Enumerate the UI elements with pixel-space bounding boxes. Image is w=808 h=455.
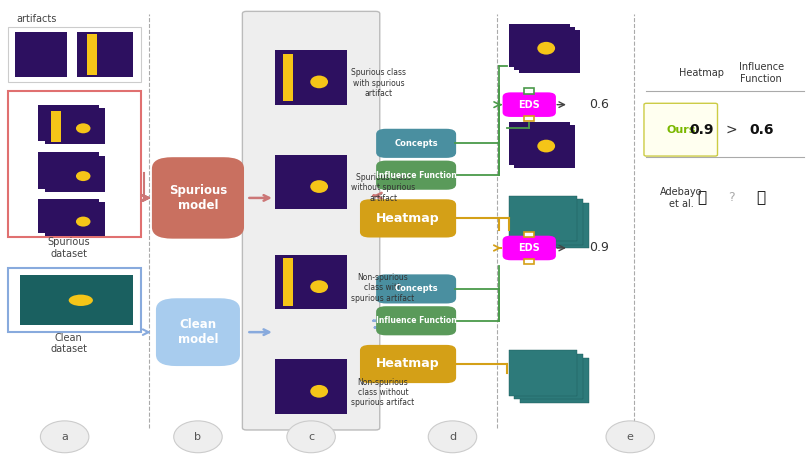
Text: c: c <box>308 432 314 442</box>
FancyBboxPatch shape <box>377 161 456 190</box>
Text: Adebayo
et al.: Adebayo et al. <box>660 187 702 209</box>
Text: artifacts: artifacts <box>16 14 57 24</box>
Bar <box>283 54 293 101</box>
Text: b: b <box>195 432 201 442</box>
Text: Influence Function: Influence Function <box>376 171 457 180</box>
Bar <box>515 27 575 71</box>
Text: Spurious class
without spurious
artifact: Spurious class without spurious artifact <box>351 173 416 202</box>
Text: Spurious
dataset: Spurious dataset <box>48 237 90 259</box>
FancyBboxPatch shape <box>360 345 456 383</box>
Bar <box>524 259 534 264</box>
Text: Non-spurious
class without
spurious artifact: Non-spurious class without spurious arti… <box>351 378 415 407</box>
Bar <box>52 111 61 142</box>
FancyBboxPatch shape <box>360 199 456 238</box>
Bar <box>8 27 141 82</box>
Text: Spurious class
with spurious
artifact: Spurious class with spurious artifact <box>351 68 406 98</box>
Ellipse shape <box>40 421 89 453</box>
FancyBboxPatch shape <box>152 157 244 239</box>
Bar <box>510 24 570 67</box>
Text: 0.6: 0.6 <box>749 123 773 136</box>
Bar <box>515 199 583 245</box>
Text: 🍎: 🍎 <box>696 191 706 205</box>
Bar <box>509 350 577 396</box>
Ellipse shape <box>537 140 555 152</box>
Ellipse shape <box>287 421 335 453</box>
Bar <box>45 202 105 237</box>
Ellipse shape <box>606 421 654 453</box>
Text: 🍊: 🍊 <box>756 191 766 205</box>
Ellipse shape <box>537 42 555 55</box>
FancyBboxPatch shape <box>242 11 380 430</box>
Bar <box>520 30 580 74</box>
Bar <box>39 199 99 233</box>
Text: Non-spurious
class with
spurious artifact: Non-spurious class with spurious artifac… <box>351 273 415 303</box>
Bar <box>275 50 347 105</box>
Bar <box>524 116 534 121</box>
Text: Heatmap: Heatmap <box>679 68 724 78</box>
Text: 0.9: 0.9 <box>689 123 713 136</box>
Bar <box>275 155 347 209</box>
Ellipse shape <box>76 217 90 227</box>
Ellipse shape <box>310 385 328 398</box>
FancyBboxPatch shape <box>377 129 456 158</box>
Bar <box>275 255 347 309</box>
Text: Influence Function: Influence Function <box>376 316 457 325</box>
Bar <box>524 88 534 94</box>
Bar <box>524 232 534 237</box>
Bar <box>275 359 347 414</box>
Bar <box>77 32 133 77</box>
FancyBboxPatch shape <box>156 298 240 366</box>
Bar <box>45 108 105 144</box>
Ellipse shape <box>310 280 328 293</box>
Text: 0.9: 0.9 <box>589 242 608 254</box>
FancyBboxPatch shape <box>644 103 718 156</box>
Bar <box>45 156 105 192</box>
Bar <box>520 358 588 403</box>
Text: e: e <box>627 432 633 442</box>
Ellipse shape <box>174 421 222 453</box>
Ellipse shape <box>76 123 90 133</box>
Ellipse shape <box>310 180 328 193</box>
Bar <box>8 91 141 237</box>
Bar <box>515 354 583 399</box>
Text: Concepts: Concepts <box>394 284 438 293</box>
Text: ?: ? <box>728 192 734 204</box>
Bar <box>510 121 570 165</box>
Bar <box>515 125 575 168</box>
Text: 0.6: 0.6 <box>589 98 608 111</box>
Bar <box>20 275 133 325</box>
Bar <box>509 196 577 241</box>
Bar <box>520 203 588 248</box>
FancyBboxPatch shape <box>377 274 456 303</box>
Ellipse shape <box>76 171 90 181</box>
Bar <box>283 258 293 306</box>
FancyBboxPatch shape <box>377 306 456 335</box>
FancyBboxPatch shape <box>503 92 556 117</box>
Bar <box>15 32 67 77</box>
FancyBboxPatch shape <box>503 236 556 260</box>
Text: Concepts: Concepts <box>394 139 438 148</box>
Text: d: d <box>449 432 456 442</box>
Ellipse shape <box>69 295 93 306</box>
Text: Clean
dataset: Clean dataset <box>50 333 87 354</box>
Text: Clean
model: Clean model <box>178 318 218 346</box>
Text: Heatmap: Heatmap <box>377 212 440 225</box>
Bar <box>39 152 99 189</box>
Ellipse shape <box>428 421 477 453</box>
Text: Ours: Ours <box>667 125 696 135</box>
Text: EDS: EDS <box>519 100 540 110</box>
Text: Influence
Function: Influence Function <box>739 62 784 84</box>
Text: Spurious
model: Spurious model <box>169 184 227 212</box>
Text: EDS: EDS <box>519 243 540 253</box>
Ellipse shape <box>310 76 328 88</box>
Text: Heatmap: Heatmap <box>377 358 440 370</box>
Bar <box>8 268 141 332</box>
Text: >: > <box>726 123 737 136</box>
Bar <box>87 34 97 75</box>
Text: a: a <box>61 432 68 442</box>
Bar <box>39 105 99 141</box>
